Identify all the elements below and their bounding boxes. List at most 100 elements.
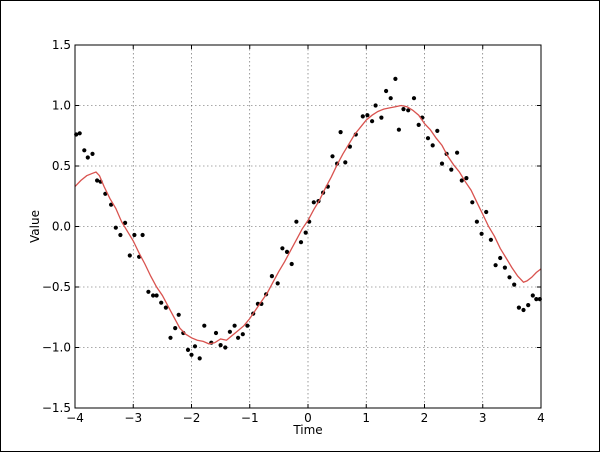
data-point xyxy=(294,219,299,224)
data-point xyxy=(127,253,132,258)
data-point xyxy=(90,151,95,156)
data-point xyxy=(498,255,503,261)
data-point xyxy=(479,231,484,236)
data-point xyxy=(521,307,526,313)
data-point xyxy=(493,263,498,268)
data-point xyxy=(280,246,285,251)
y-tick-label: 1.5 xyxy=(52,38,71,52)
x-tick-label: 4 xyxy=(537,411,545,425)
data-point xyxy=(401,107,406,112)
data-point xyxy=(502,265,507,270)
data-point xyxy=(82,148,87,153)
data-point xyxy=(95,178,100,183)
data-point xyxy=(154,293,159,298)
series-line xyxy=(74,104,542,345)
data-point xyxy=(393,76,398,81)
data-point xyxy=(411,96,417,101)
data-point xyxy=(223,345,228,350)
data-point xyxy=(396,127,401,132)
data-point xyxy=(365,113,370,118)
data-point xyxy=(168,335,173,340)
data-point xyxy=(338,130,343,135)
data-point xyxy=(470,200,475,205)
data-point xyxy=(379,115,384,120)
x-tick-label: 0 xyxy=(304,411,312,425)
data-point xyxy=(464,176,469,181)
data-point xyxy=(455,150,460,155)
data-point xyxy=(132,232,137,238)
data-point xyxy=(526,303,531,308)
y-axis-label: Value xyxy=(28,210,42,243)
data-point xyxy=(227,329,232,334)
data-point xyxy=(330,154,335,159)
data-point xyxy=(439,161,445,166)
data-point xyxy=(388,96,393,101)
data-point xyxy=(449,167,454,172)
data-point xyxy=(406,108,411,113)
y-tick-label: −1.0 xyxy=(42,341,71,355)
data-point xyxy=(202,323,207,328)
data-point xyxy=(146,289,151,294)
data-point xyxy=(85,155,90,160)
x-tick-label: −2 xyxy=(183,411,201,425)
plot-area xyxy=(74,76,542,361)
y-tick-label: 0.5 xyxy=(52,159,71,173)
data-point xyxy=(245,323,250,328)
data-point xyxy=(113,225,118,230)
data-point xyxy=(484,209,489,215)
data-point xyxy=(77,131,82,136)
data-point xyxy=(232,323,237,328)
data-point xyxy=(103,191,108,196)
data-point xyxy=(185,347,191,352)
data-point xyxy=(530,293,535,298)
y-tick-label: −1.5 xyxy=(42,401,71,415)
x-axis-label: Time xyxy=(292,423,322,437)
data-point xyxy=(275,281,280,286)
data-point xyxy=(435,128,440,133)
data-point xyxy=(488,237,493,242)
data-point xyxy=(373,103,378,108)
data-point xyxy=(284,249,290,254)
x-tick-label: 3 xyxy=(479,411,487,425)
data-point xyxy=(360,114,365,119)
data-point xyxy=(516,305,522,310)
x-tick-label: 1 xyxy=(362,411,370,425)
data-point xyxy=(173,326,178,331)
data-point xyxy=(298,240,304,245)
data-point xyxy=(163,305,168,310)
data-point xyxy=(343,160,348,165)
data-point xyxy=(474,219,479,224)
data-point xyxy=(151,293,156,298)
ticks: −4 −3 −2 −1 0 1 2 3 4 −1.5 −1.0 −0.5 0.0 0.5 1.0 1.5 xyxy=(42,38,545,425)
data-point xyxy=(218,343,223,348)
data-point xyxy=(507,275,512,280)
data-point xyxy=(370,119,375,124)
data-point xyxy=(303,230,308,235)
x-tick-label: −4 xyxy=(66,411,84,425)
data-point xyxy=(109,202,114,207)
data-point xyxy=(347,144,352,149)
x-tick-label: −3 xyxy=(124,411,142,425)
data-point xyxy=(425,136,431,141)
x-tick-label: 2 xyxy=(421,411,429,425)
data-point xyxy=(240,332,245,337)
data-point xyxy=(289,261,294,267)
data-point xyxy=(269,274,274,279)
y-tick-label: 0.0 xyxy=(52,220,71,234)
data-point xyxy=(192,344,198,349)
data-point xyxy=(459,178,464,183)
x-tick-label: −1 xyxy=(241,411,259,425)
y-tick-label: −0.5 xyxy=(42,280,71,294)
y-tick-label: 1.0 xyxy=(52,99,71,113)
data-point xyxy=(534,297,539,302)
data-point xyxy=(140,232,145,238)
data-point xyxy=(512,282,517,287)
data-point xyxy=(213,330,219,336)
data-point xyxy=(384,88,389,94)
data-point xyxy=(311,200,316,205)
data-point xyxy=(123,220,128,225)
grid xyxy=(75,45,541,408)
data-point xyxy=(176,312,181,317)
